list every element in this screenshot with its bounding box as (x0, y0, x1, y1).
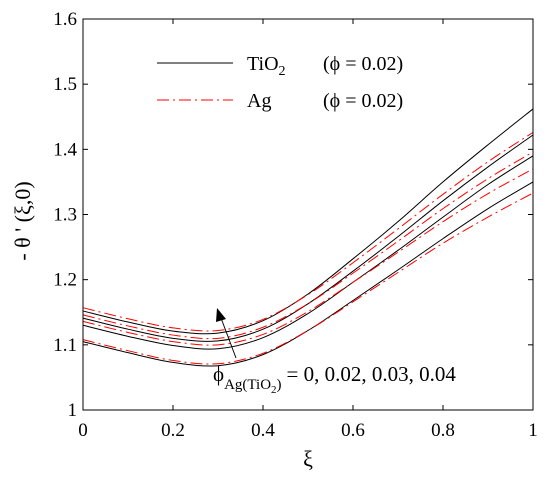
y-tick-label: 1.4 (53, 139, 77, 160)
tio2-series-line (82, 108, 534, 335)
annotation-label: ϕAg(TiO2) = 0, 0.02, 0.03, 0.04 (213, 362, 456, 396)
annotation-arrow-shaft (220, 317, 237, 359)
y-tick-label: 1.6 (53, 9, 77, 30)
x-tick-label: 0.6 (341, 420, 365, 441)
y-tick-label: 1.5 (53, 74, 77, 95)
x-tick-label: 0.4 (251, 420, 275, 441)
legend: TiO2 (ϕ = 0.02) Ag (ϕ = 0.02) (157, 53, 403, 112)
x-tick-label: 0.8 (431, 420, 455, 441)
ag-series-line (82, 151, 534, 340)
y-tick-label: 1.2 (53, 270, 77, 291)
plot-frame (82, 18, 534, 411)
ag-series-line (82, 168, 534, 346)
x-tick-label: 0.2 (161, 420, 185, 441)
tio2-series-line (82, 134, 534, 342)
legend-tio2-label: TiO2 (247, 53, 286, 79)
ag-series-line (82, 131, 534, 332)
legend-ag-label: Ag (247, 90, 271, 112)
x-tick-label: 0 (78, 420, 88, 441)
legend-ag-param: (ϕ = 0.02) (323, 90, 403, 112)
series-layer (82, 108, 534, 367)
x-tick-label: 1 (528, 420, 538, 441)
y-tick-label: 1 (68, 400, 78, 421)
phi-annotation: ϕAg(TiO2) = 0, 0.02, 0.03, 0.04 (213, 308, 456, 396)
y-axis-label: - θ ' (ξ,0) (10, 181, 35, 260)
y-tick-label: 1.1 (53, 335, 77, 356)
ticks-layer: 0 0.2 0.4 0.6 0.8 1 1 1.1 1.2 1.3 1.4 1.5 1.6 (53, 9, 538, 441)
tio2-series-line (82, 155, 534, 350)
annotation-arrowhead (216, 308, 226, 322)
ag-series-line (82, 192, 534, 365)
legend-tio2-param: (ϕ = 0.02) (323, 53, 403, 75)
y-tick-label: 1.3 (53, 205, 77, 226)
tio2-series-line (82, 181, 534, 367)
x-axis-label: ξ (303, 446, 313, 471)
